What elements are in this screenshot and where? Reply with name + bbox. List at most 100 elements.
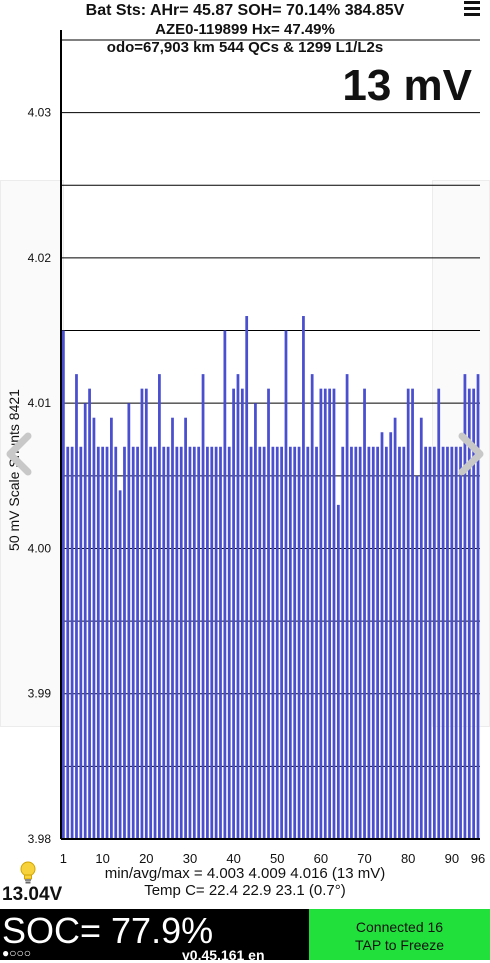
- bar-cell-35: [210, 446, 214, 839]
- bar-cell-68: [354, 446, 358, 839]
- bar-cell-5: [79, 446, 83, 839]
- bar-cell-91: [454, 446, 458, 839]
- x-tick-label: 30: [183, 851, 197, 866]
- bar-cell-25: [166, 446, 170, 839]
- bar-cell-96: [476, 374, 480, 839]
- bar-cell-41: [236, 374, 240, 839]
- bar-cell-38: [223, 330, 227, 839]
- bar-cell-30: [188, 446, 192, 839]
- pack-voltage: 13.04V: [2, 884, 63, 905]
- bar-cell-19: [140, 388, 144, 839]
- x-tick-label: 70: [357, 851, 371, 866]
- x-tick-label: 50: [270, 851, 284, 866]
- bar-cell-86: [432, 446, 436, 839]
- x-tick-label: 90: [445, 851, 459, 866]
- x-tick-label: 1: [60, 851, 67, 866]
- bar-cell-55: [297, 446, 301, 839]
- bar-cell-67: [350, 446, 353, 839]
- bar-cell-14: [118, 490, 122, 839]
- y-tick-label: 3.99: [28, 687, 52, 701]
- bar-cell-50: [275, 446, 279, 839]
- bar-cell-32: [197, 446, 201, 839]
- bar-cell-69: [358, 446, 362, 839]
- cell-voltage-chart: 4.03 4.02 4.01 4.00 3.99 3.98 1 10 20 30 40 50 60 70…: [28, 30, 485, 866]
- bar-cell-10: [101, 446, 105, 839]
- bar-cell-17: [131, 446, 135, 839]
- connection-status: Connected 16: [355, 919, 444, 935]
- bar-cell-11: [105, 446, 109, 839]
- bar-cell-47: [262, 446, 266, 839]
- bar-cell-26: [171, 417, 174, 839]
- bar-cell-85: [428, 446, 432, 839]
- bar-cell-45: [254, 403, 257, 839]
- bar-cell-64: [336, 504, 340, 839]
- freeze-hint: TAP to Freeze: [355, 937, 444, 953]
- bar-cell-75: [384, 446, 388, 839]
- bar-cell-3: [70, 446, 74, 839]
- y-tick-label: 3.98: [28, 832, 52, 846]
- bar-cell-27: [175, 446, 179, 839]
- bar-cell-82: [415, 475, 419, 839]
- x-tick-label: 80: [401, 851, 415, 866]
- bar-cell-87: [437, 388, 441, 839]
- bar-cell-59: [315, 446, 318, 839]
- bar-cell-42: [240, 388, 244, 839]
- bar-cell-51: [280, 446, 283, 839]
- chevron-right-icon[interactable]: [454, 430, 488, 478]
- bar-cell-92: [459, 446, 462, 839]
- bar-cell-21: [149, 446, 153, 839]
- bar-cell-36: [214, 446, 218, 839]
- x-tick-label: 60: [314, 851, 328, 866]
- bar-cell-88: [441, 446, 445, 839]
- bar-cell-62: [328, 388, 332, 839]
- version-label: v0.45.161 en: [182, 947, 265, 963]
- bar-cell-84: [424, 446, 428, 839]
- bar-cell-60: [319, 388, 323, 839]
- bar-cell-52: [284, 330, 288, 839]
- bar-cell-43: [245, 316, 249, 839]
- bar-cell-53: [288, 446, 292, 839]
- bar-cell-13: [114, 446, 118, 839]
- bar-cell-40: [232, 388, 235, 839]
- bar-cell-48: [267, 388, 270, 839]
- vehicle-id-line: AZE0-119899 Hx= 47.49%: [155, 21, 335, 38]
- connection-button[interactable]: Connected 16 TAP to Freeze: [309, 909, 490, 960]
- bar-cell-76: [389, 432, 393, 839]
- bar-cell-56: [302, 316, 305, 839]
- bar-cell-94: [467, 388, 471, 839]
- bar-cell-7: [88, 388, 91, 839]
- hamburger-menu-icon[interactable]: [464, 0, 482, 18]
- bar-cell-74: [380, 432, 384, 839]
- bar-cell-83: [419, 417, 423, 839]
- bar-cell-54: [293, 446, 297, 839]
- bar-cell-24: [162, 446, 166, 839]
- y-tick-label: 4.00: [28, 541, 52, 555]
- bar-cell-6: [83, 403, 87, 839]
- bar-cell-73: [376, 446, 380, 839]
- scale-label: 13 mV: [342, 61, 472, 110]
- bar-cell-46: [258, 446, 262, 839]
- bar-cell-23: [158, 374, 161, 839]
- bar-cell-93: [463, 374, 467, 839]
- bar-cell-20: [144, 388, 148, 839]
- chevron-left-icon[interactable]: [2, 430, 36, 478]
- y-tick-label: 4.02: [28, 251, 52, 265]
- bar-cell-28: [179, 446, 183, 839]
- y-tick-label: 4.01: [28, 396, 52, 410]
- bar-cell-15: [123, 446, 126, 839]
- page-dots: ●○○○: [2, 946, 31, 960]
- x-tick-label: 10: [95, 851, 109, 866]
- soc-value: SOC= 77.9%: [2, 910, 214, 951]
- bar-cell-16: [127, 403, 131, 839]
- odometer-line: odo=67,903 km 544 QCs & 1299 L1/L2s: [106, 39, 384, 56]
- bar-cell-1: [62, 330, 65, 839]
- bar-cell-34: [206, 446, 209, 839]
- bar-cell-78: [398, 446, 401, 839]
- bar-cell-9: [96, 446, 100, 839]
- x-tick-label: 40: [226, 851, 240, 866]
- bar-cell-58: [310, 374, 314, 839]
- lightbulb-icon[interactable]: [18, 860, 38, 886]
- bar-cell-57: [306, 446, 310, 839]
- min-avg-max-stats: min/avg/max = 4.003 4.009 4.016 (13 mV): [104, 865, 386, 882]
- y-tick-label: 4.03: [28, 106, 52, 120]
